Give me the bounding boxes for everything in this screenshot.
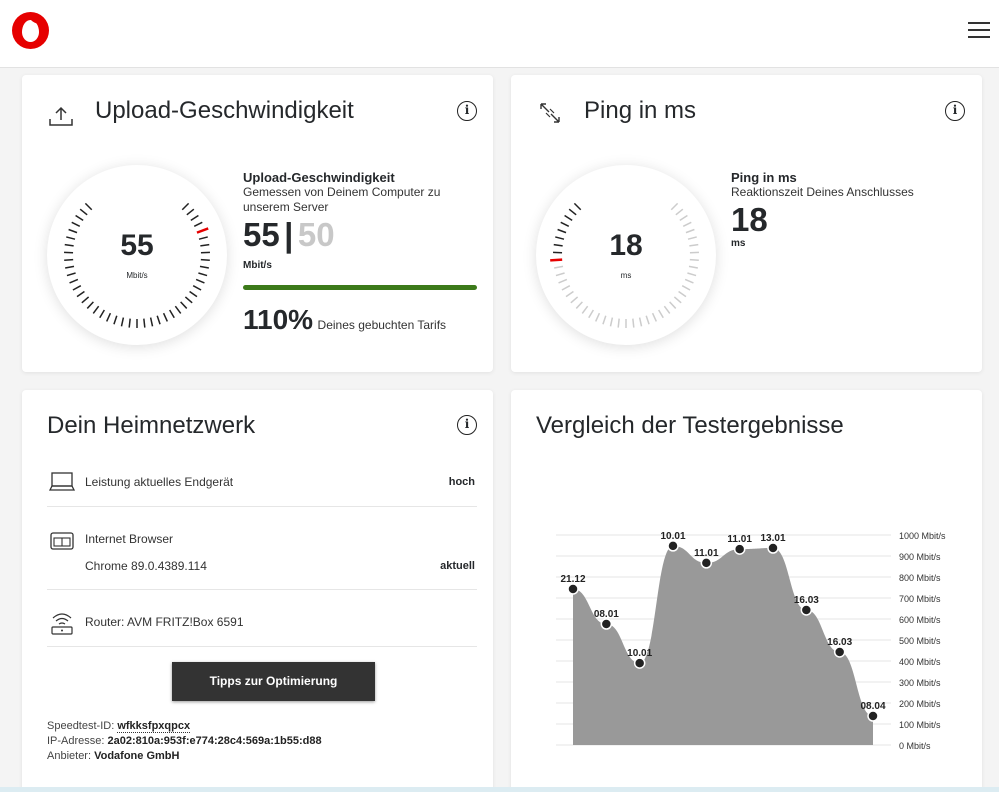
browser-label: Internet Browser — [85, 532, 174, 546]
ip-value: 2a02:810a:953f:e774:28c4:569a:1b55:d88 — [107, 735, 322, 747]
upload-gauge: 55 Mbit/s — [47, 165, 227, 345]
browser-status: aktuell — [440, 560, 475, 572]
speed-unit: Mbit/s — [243, 260, 272, 271]
svg-text:10.01: 10.01 — [627, 648, 652, 659]
results-area-chart: 0 Mbit/s 100 Mbit/s 200 Mbit/s 300 Mbit/s 40… — [556, 531, 946, 751]
device-performance-label: Leistung aktuelles Endgerät — [85, 475, 234, 489]
info-icon[interactable]: i — [457, 101, 477, 121]
percent-value: 110% — [243, 304, 314, 335]
device-performance-value: hoch — [448, 476, 475, 488]
ping-card: Ping in ms i 18 ms Ping in ms Reaktionsz… — [511, 75, 982, 372]
speedtest-id-value[interactable]: wfkksfpxqpcx — [117, 720, 191, 733]
speedtest-id-label: Speedtest-ID: — [47, 720, 115, 732]
detail-subtitle: Gemessen von Deinem Computer zu unserem … — [243, 185, 441, 214]
svg-text:800 Mbit/s: 800 Mbit/s — [899, 573, 941, 583]
network-card: Dein Heimnetzwerk i Leistung aktuelles E… — [22, 390, 493, 792]
gauge-unit: Mbit/s — [126, 271, 148, 280]
svg-text:200 Mbit/s: 200 Mbit/s — [899, 699, 941, 709]
info-icon[interactable]: i — [457, 415, 477, 435]
svg-text:600 Mbit/s: 600 Mbit/s — [899, 615, 941, 625]
svg-text:0 Mbit/s: 0 Mbit/s — [899, 741, 931, 751]
svg-text:100 Mbit/s: 100 Mbit/s — [899, 720, 941, 730]
svg-text:21.12: 21.12 — [560, 574, 585, 585]
svg-text:900 Mbit/s: 900 Mbit/s — [899, 552, 941, 562]
vodafone-logo[interactable] — [12, 12, 49, 49]
detail-subtitle: Reaktionszeit Deines Anschlusses — [731, 185, 914, 199]
measured-speed: 55 — [243, 216, 280, 253]
upload-card: Upload-Geschwindigkeit i 55 Mbit/s Uploa… — [22, 75, 493, 372]
ping-value: 18 — [731, 201, 768, 238]
gauge-value: 55 — [120, 229, 154, 262]
ping-title: Ping in ms — [584, 97, 697, 124]
ping-details: Ping in ms Reaktionszeit Deines Anschlus… — [731, 170, 971, 249]
divider — [47, 646, 477, 647]
separator: | — [284, 216, 294, 253]
provider-row: Anbieter: Vodafone GmbH — [47, 750, 179, 762]
svg-text:1000 Mbit/s: 1000 Mbit/s — [899, 531, 946, 541]
ip-label: IP-Adresse: — [47, 735, 105, 747]
ping-gauge: 18 ms — [536, 165, 716, 345]
speed-values: 55 | 50 — [243, 217, 483, 260]
svg-text:400 Mbit/s: 400 Mbit/s — [899, 657, 941, 667]
info-icon[interactable]: i — [945, 101, 965, 121]
svg-text:08.04: 08.04 — [860, 701, 885, 712]
svg-text:13.01: 13.01 — [760, 533, 785, 544]
ping-unit: ms — [731, 238, 746, 249]
browser-version: Chrome 89.0.4389.114 — [85, 559, 207, 573]
detail-title: Ping in ms — [731, 170, 797, 185]
footer-band — [0, 787, 999, 792]
ping-arrows-icon — [540, 103, 560, 123]
upload-details: Upload-Geschwindigkeit Gemessen von Dein… — [243, 170, 483, 336]
svg-text:10.01: 10.01 — [660, 531, 685, 542]
laptop-icon — [49, 472, 75, 491]
svg-text:500 Mbit/s: 500 Mbit/s — [899, 636, 941, 646]
gauge-unit: ms — [620, 271, 632, 280]
svg-text:08.01: 08.01 — [594, 609, 619, 620]
detail-title: Upload-Geschwindigkeit — [243, 170, 395, 185]
speedtest-id-row: Speedtest-ID: wfkksfpxqpcx — [47, 720, 191, 733]
upload-icon — [49, 106, 73, 126]
hamburger-menu-icon[interactable] — [968, 22, 990, 40]
provider-value: Vodafone GmbH — [94, 750, 180, 762]
divider — [47, 589, 477, 590]
upload-title: Upload-Geschwindigkeit — [95, 97, 354, 124]
divider — [47, 506, 477, 507]
top-header — [0, 0, 999, 68]
svg-text:16.03: 16.03 — [794, 595, 819, 606]
percent-row: 110% Deines gebuchten Tarifs — [243, 304, 483, 336]
router-label: Router: AVM FRITZ!Box 6591 — [85, 615, 244, 629]
svg-text:11.01: 11.01 — [727, 534, 752, 545]
percent-label: Deines gebuchten Tarifs — [317, 318, 447, 332]
router-icon — [51, 613, 73, 635]
network-title: Dein Heimnetzwerk — [47, 412, 256, 439]
svg-text:16.03: 16.03 — [827, 637, 852, 648]
progress-bar — [243, 285, 477, 290]
provider-label: Anbieter: — [47, 750, 92, 762]
ip-row: IP-Adresse: 2a02:810a:953f:e774:28c4:569… — [47, 735, 322, 747]
gauge-value: 18 — [609, 229, 643, 262]
booked-speed: 50 — [297, 216, 335, 253]
optimization-tips-button[interactable]: Tipps zur Optimierung — [172, 662, 375, 701]
svg-text:11.01: 11.01 — [694, 548, 719, 559]
comparison-card: Vergleich der Testergebnisse 0 Mbit/s 100… — [511, 390, 982, 792]
browser-icon — [50, 532, 74, 550]
svg-text:700 Mbit/s: 700 Mbit/s — [899, 594, 941, 604]
svg-text:300 Mbit/s: 300 Mbit/s — [899, 678, 941, 688]
comparison-title: Vergleich der Testergebnisse — [536, 412, 844, 439]
